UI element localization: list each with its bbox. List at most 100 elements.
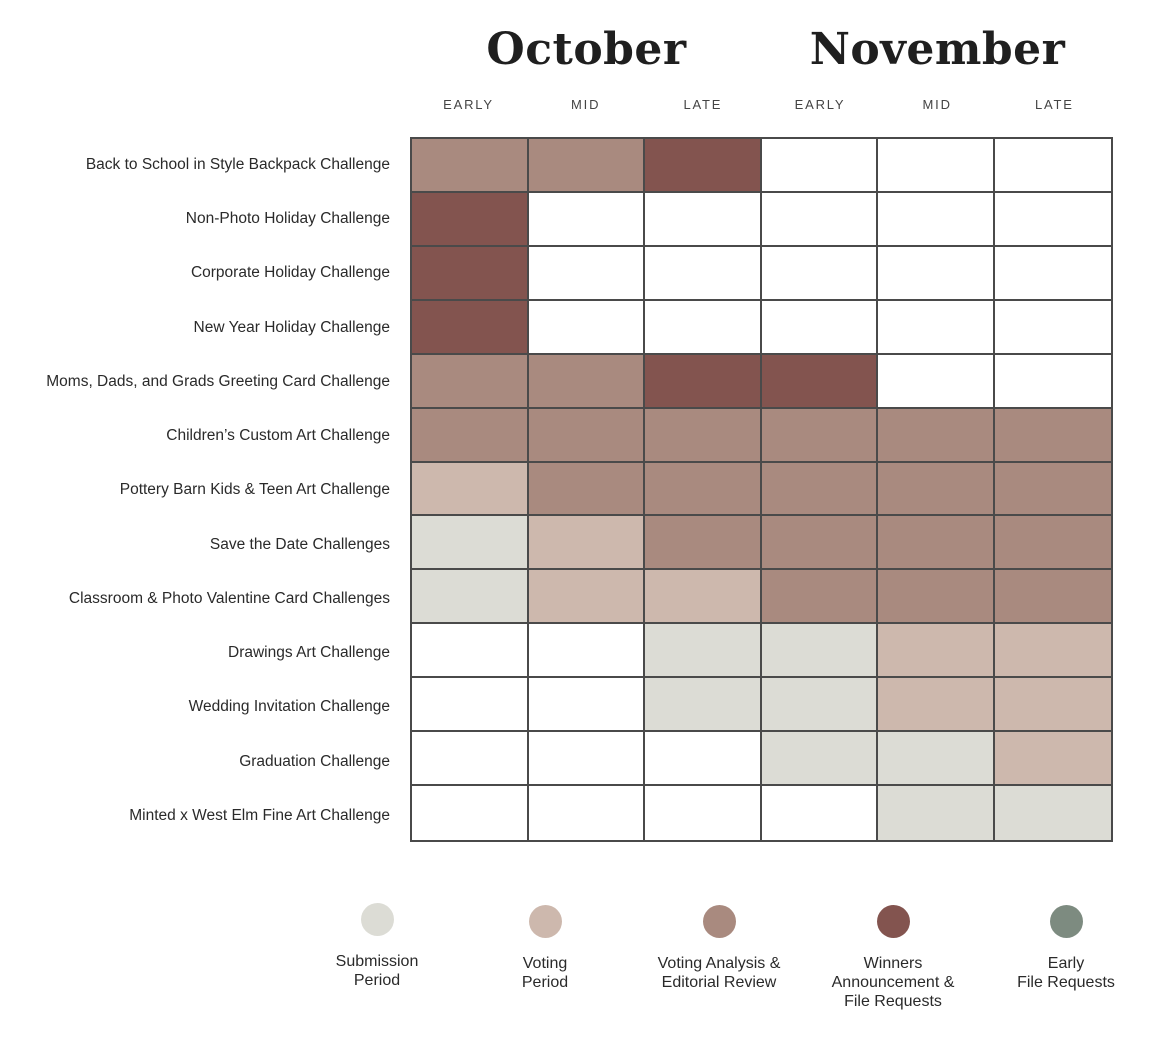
grid-cell-empty <box>878 300 995 355</box>
grid-cell-voting <box>645 570 762 625</box>
legend-swatch <box>876 905 910 938</box>
period-header-early: EARLY <box>794 97 846 112</box>
grid-cell-analysis <box>761 570 878 625</box>
grid-cell-empty <box>761 300 878 355</box>
grid-cell-submission <box>761 732 878 787</box>
grid-cell-analysis <box>528 354 645 409</box>
grid-cell-analysis <box>528 462 645 517</box>
grid-cell-empty <box>761 246 878 301</box>
row-label: Moms, Dads, and Grads Greeting Card Chal… <box>46 372 390 390</box>
grid-cell-empty <box>528 624 645 679</box>
legend-item-early_file: Early File Requests <box>976 905 1156 992</box>
grid-cell-analysis <box>645 516 762 571</box>
grid-cell-winners <box>761 354 878 409</box>
grid-cell-submission <box>994 786 1111 840</box>
grid-cell-analysis <box>645 462 762 517</box>
grid-cell-empty <box>878 246 995 301</box>
grid-cell-empty <box>528 732 645 787</box>
legend-item-voting: Voting Period <box>455 905 635 992</box>
grid-cell-empty <box>528 300 645 355</box>
grid-cell-empty <box>528 678 645 733</box>
grid-cell-empty <box>645 786 762 840</box>
month-header-november: November <box>809 24 1066 75</box>
legend-item-winners: Winners Announcement & File Requests <box>803 905 983 1011</box>
row-label: Save the Date Challenges <box>209 535 390 553</box>
grid-cell-empty <box>994 139 1111 193</box>
grid-cell-winners <box>412 246 529 301</box>
legend-label: Voting Period <box>521 955 569 991</box>
row-label: Graduation Challenge <box>239 752 390 770</box>
grid-cell-empty <box>761 192 878 247</box>
grid-cell-analysis <box>878 516 995 571</box>
row-label: Minted x West Elm Fine Art Challenge <box>129 806 390 824</box>
grid-cell-analysis <box>761 408 878 463</box>
legend-item-submission: Submission Period <box>287 903 467 990</box>
grid-cell-empty <box>761 786 878 840</box>
period-header-mid: MID <box>922 97 952 112</box>
row-label: New Year Holiday Challenge <box>193 318 390 336</box>
grid-cell-analysis <box>994 516 1111 571</box>
grid-cell-analysis <box>412 139 529 193</box>
period-header-mid: MID <box>571 97 601 112</box>
grid-cell-empty <box>645 246 762 301</box>
grid-cell-empty <box>528 246 645 301</box>
legend-swatch <box>360 903 394 936</box>
legend-swatch <box>528 905 562 938</box>
grid-cell-empty <box>645 300 762 355</box>
grid-cell-winners <box>412 192 529 247</box>
grid-cell-analysis <box>412 354 529 409</box>
grid-cell-voting <box>994 678 1111 733</box>
grid-cell-analysis <box>528 408 645 463</box>
grid-cell-submission <box>412 516 529 571</box>
period-header-late: LATE <box>683 97 723 112</box>
row-label: Non-Photo Holiday Challenge <box>185 210 390 228</box>
grid-cell-winners <box>412 300 529 355</box>
grid-cell-voting <box>878 678 995 733</box>
grid-cell-winners <box>645 354 762 409</box>
row-label: Back to School in Style Backpack Challen… <box>85 156 390 173</box>
grid-cell-empty <box>878 139 995 193</box>
row-label: Children’s Custom Art Challenge <box>166 427 390 445</box>
grid-cell-empty <box>761 139 878 193</box>
grid-cell-empty <box>528 786 645 840</box>
grid-cell-voting <box>528 570 645 625</box>
grid-cell-analysis <box>528 139 645 193</box>
legend-item-analysis: Voting Analysis & Editorial Review <box>629 905 809 992</box>
grid-cell-analysis <box>878 570 995 625</box>
grid-cell-empty <box>412 786 529 840</box>
grid-cell-voting <box>878 624 995 679</box>
row-label: Pottery Barn Kids & Teen Art Challenge <box>119 481 390 499</box>
legend-swatch <box>1049 905 1083 938</box>
grid-cell-empty <box>878 192 995 247</box>
month-header-october: October <box>486 24 687 75</box>
grid-cell-empty <box>994 354 1111 409</box>
grid-cell-analysis <box>878 408 995 463</box>
grid-cell-voting <box>528 516 645 571</box>
grid-cell-analysis <box>761 462 878 517</box>
grid-cell-analysis <box>994 462 1111 517</box>
grid-cell-submission <box>761 678 878 733</box>
row-label: Corporate Holiday Challenge <box>190 264 390 282</box>
schedule-grid <box>410 137 1113 842</box>
grid-cell-submission <box>878 786 995 840</box>
period-header-late: LATE <box>1034 97 1074 112</box>
grid-cell-analysis <box>878 462 995 517</box>
grid-cell-submission <box>761 624 878 679</box>
grid-cell-analysis <box>412 408 529 463</box>
grid-cell-winners <box>645 139 762 193</box>
grid-cell-empty <box>412 732 529 787</box>
grid-cell-analysis <box>645 408 762 463</box>
grid-cell-voting <box>994 624 1111 679</box>
grid-cell-empty <box>994 246 1111 301</box>
grid-cell-submission <box>412 570 529 625</box>
grid-cell-empty <box>645 732 762 787</box>
grid-cell-voting <box>412 462 529 517</box>
legend-label: Submission Period <box>335 953 419 989</box>
legend-label: Winners Announcement & File Requests <box>831 955 955 1010</box>
legend-label: Voting Analysis & Editorial Review <box>657 955 781 991</box>
grid-cell-empty <box>994 192 1111 247</box>
grid-cell-empty <box>412 678 529 733</box>
grid-cell-empty <box>528 192 645 247</box>
legend-label: Early File Requests <box>1017 955 1115 991</box>
row-label: Drawings Art Challenge <box>228 644 390 662</box>
